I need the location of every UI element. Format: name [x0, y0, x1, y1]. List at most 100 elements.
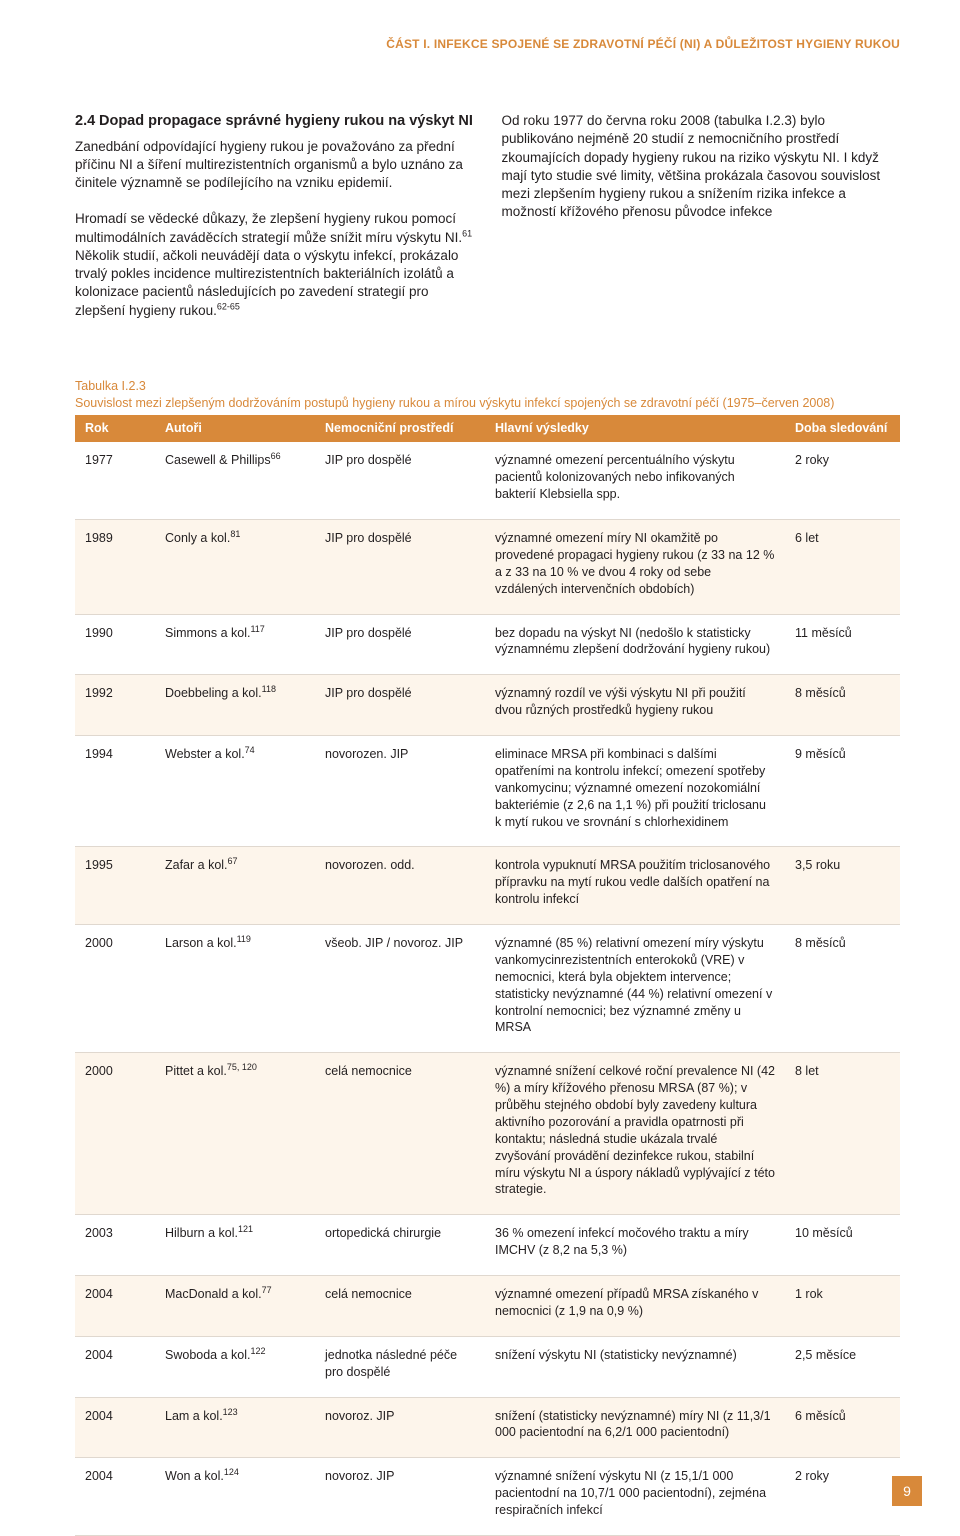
table-row: 2004Swoboda a kol.122jednotka následné p… — [75, 1336, 900, 1397]
left-p2-pre: Hromadí se vědecké důkazy, že zlepšení h… — [75, 211, 462, 244]
cell-duration: 1 rok — [785, 1276, 900, 1337]
cell-authors: Swoboda a kol.122 — [155, 1336, 315, 1397]
cell-year: 1992 — [75, 675, 155, 736]
ref-sup: 122 — [250, 1346, 265, 1356]
cell-setting: jednotka následné péče pro dospělé — [315, 1336, 485, 1397]
cell-year: 2004 — [75, 1336, 155, 1397]
table-row: 1994Webster a kol.74novorozen. JIPelimin… — [75, 736, 900, 847]
ref-sup-61: 61 — [462, 228, 472, 238]
cell-authors: Webster a kol.74 — [155, 736, 315, 847]
cell-setting: JIP pro dospělé — [315, 520, 485, 615]
cell-findings: významný rozdíl ve výši výskytu NI při p… — [485, 675, 785, 736]
section-title: Dopad propagace správné hygieny rukou na… — [99, 112, 473, 130]
col-header-authors: Autoři — [155, 415, 315, 442]
cell-duration: 8 let — [785, 1053, 900, 1215]
cell-duration: 2 roky — [785, 1458, 900, 1536]
ref-sup: 123 — [223, 1406, 238, 1416]
cell-year: 1994 — [75, 736, 155, 847]
cell-setting: novorozen. JIP — [315, 736, 485, 847]
col-header-duration: Doba sledování — [785, 415, 900, 442]
table-row: 1992Doebbeling a kol.118JIP pro dospělév… — [75, 675, 900, 736]
cell-setting: novoroz. JIP — [315, 1458, 485, 1536]
ref-sup: 121 — [238, 1224, 253, 1234]
table-caption-text: Souvislost mezi zlepšeným dodržováním po… — [75, 395, 900, 412]
cell-authors: Doebbeling a kol.118 — [155, 675, 315, 736]
cell-setting: JIP pro dospělé — [315, 675, 485, 736]
right-column: Od roku 1977 do června roku 2008 (tabulk… — [502, 112, 901, 338]
cell-setting: všeob. JIP / novoroz. JIP — [315, 925, 485, 1053]
cell-findings: bez dopadu na výskyt NI (nedošlo k stati… — [485, 614, 785, 675]
cell-findings: významné (85 %) relativní omezení míry v… — [485, 925, 785, 1053]
cell-duration: 11 měsíců — [785, 614, 900, 675]
ref-sup: 75, 120 — [227, 1062, 257, 1072]
cell-findings: kontrola vypuknutí MRSA použitím triclos… — [485, 847, 785, 925]
ref-sup-62-65: 62-65 — [217, 301, 240, 311]
cell-findings: významné snížení celkové roční prevalenc… — [485, 1053, 785, 1215]
cell-duration: 2,5 měsíce — [785, 1336, 900, 1397]
ref-sup: 118 — [262, 684, 276, 694]
table-row: 1995Zafar a kol.67novorozen. odd.kontrol… — [75, 847, 900, 925]
cell-authors: Zafar a kol.67 — [155, 847, 315, 925]
table-row: 2004Won a kol.124novoroz. JIPvýznamné sn… — [75, 1458, 900, 1536]
cell-setting: celá nemocnice — [315, 1053, 485, 1215]
cell-findings: významné snížení výskytu NI (z 15,1/1 00… — [485, 1458, 785, 1536]
table-row: 1977Casewell & Phillips66JIP pro dospělé… — [75, 442, 900, 519]
left-paragraph-2: Hromadí se vědecké důkazy, že zlepšení h… — [75, 210, 474, 319]
running-header: ČÁST I. INFEKCE SPOJENÉ SE ZDRAVOTNÍ PÉČ… — [0, 0, 960, 52]
cell-year: 1989 — [75, 520, 155, 615]
cell-year: 2000 — [75, 925, 155, 1053]
cell-authors: Larson a kol.119 — [155, 925, 315, 1053]
cell-duration: 10 měsíců — [785, 1215, 900, 1276]
cell-authors: MacDonald a kol.77 — [155, 1276, 315, 1337]
ref-sup: 119 — [237, 934, 251, 944]
section-number: 2.4 — [75, 112, 99, 132]
ref-sup: 117 — [250, 623, 264, 633]
table-row: 2004MacDonald a kol.77celá nemocnicevýzn… — [75, 1276, 900, 1337]
cell-authors: Conly a kol.81 — [155, 520, 315, 615]
table-caption-number: Tabulka I.2.3 — [75, 378, 900, 395]
cell-duration: 8 měsíců — [785, 675, 900, 736]
col-header-setting: Nemocniční prostředí — [315, 415, 485, 442]
cell-year: 1977 — [75, 442, 155, 519]
col-header-year: Rok — [75, 415, 155, 442]
page-number: 9 — [892, 1476, 922, 1506]
ref-sup: 77 — [262, 1285, 272, 1295]
studies-table: Rok Autoři Nemocniční prostředí Hlavní v… — [75, 415, 900, 1536]
cell-authors: Pittet a kol.75, 120 — [155, 1053, 315, 1215]
cell-findings: eliminace MRSA při kombinaci s dalšími o… — [485, 736, 785, 847]
cell-setting: JIP pro dospělé — [315, 614, 485, 675]
cell-findings: významné omezení případů MRSA získaného … — [485, 1276, 785, 1337]
table-row: 2000Pittet a kol.75, 120celá nemocnicevý… — [75, 1053, 900, 1215]
cell-findings: 36 % omezení infekcí močového traktu a m… — [485, 1215, 785, 1276]
cell-findings: snížení výskytu NI (statisticky nevýznam… — [485, 1336, 785, 1397]
cell-year: 1990 — [75, 614, 155, 675]
cell-year: 2004 — [75, 1458, 155, 1536]
left-p2-post: Několik studií, ačkoli neuvádějí data o … — [75, 248, 458, 318]
table-row: 1990Simmons a kol.117JIP pro dospělébez … — [75, 614, 900, 675]
cell-findings: významné omezení percentuálního výskytu … — [485, 442, 785, 519]
cell-findings: významné omezení míry NI okamžitě po pro… — [485, 520, 785, 615]
cell-duration: 3,5 roku — [785, 847, 900, 925]
col-header-findings: Hlavní výsledky — [485, 415, 785, 442]
cell-authors: Casewell & Phillips66 — [155, 442, 315, 519]
cell-year: 1995 — [75, 847, 155, 925]
table-row: 2000Larson a kol.119všeob. JIP / novoroz… — [75, 925, 900, 1053]
cell-setting: JIP pro dospělé — [315, 442, 485, 519]
cell-duration: 6 let — [785, 520, 900, 615]
cell-setting: ortopedická chirurgie — [315, 1215, 485, 1276]
table-row: 2003Hilburn a kol.121ortopedická chirurg… — [75, 1215, 900, 1276]
ref-sup: 67 — [228, 856, 238, 866]
cell-year: 2000 — [75, 1053, 155, 1215]
cell-setting: novorozen. odd. — [315, 847, 485, 925]
cell-duration: 8 měsíců — [785, 925, 900, 1053]
table-row: 1989Conly a kol.81JIP pro dospělévýznamn… — [75, 520, 900, 615]
left-column: 2.4 Dopad propagace správné hygieny ruko… — [75, 112, 474, 338]
cell-duration: 9 měsíců — [785, 736, 900, 847]
right-paragraph-1: Od roku 1977 do června roku 2008 (tabulk… — [502, 112, 901, 221]
cell-setting: celá nemocnice — [315, 1276, 485, 1337]
cell-year: 2004 — [75, 1276, 155, 1337]
cell-year: 2003 — [75, 1215, 155, 1276]
ref-sup: 124 — [224, 1467, 239, 1477]
cell-authors: Simmons a kol.117 — [155, 614, 315, 675]
cell-duration: 2 roky — [785, 442, 900, 519]
